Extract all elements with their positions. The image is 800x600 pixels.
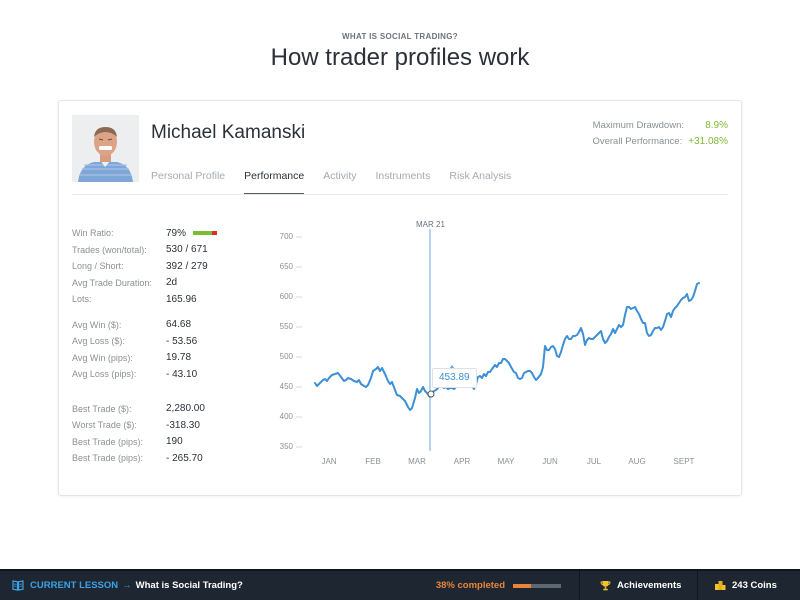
- x-tick: MAY: [497, 457, 515, 466]
- value-tooltip[interactable]: 453.89: [432, 368, 477, 388]
- stat-value: 190: [166, 436, 183, 448]
- overall-performance-value: +31.08%: [688, 136, 728, 147]
- stat-label: Long / Short:: [72, 261, 124, 272]
- stat-value: 2,280.00: [166, 403, 205, 415]
- y-tick: 500: [279, 352, 293, 361]
- lesson-bottom-bar: CURRENT LESSON → What is Social Trading?…: [0, 569, 800, 600]
- stat-row: Best Trade (pips): - 265.70: [72, 450, 272, 467]
- stat-value: 392 / 279: [166, 260, 208, 272]
- avatar: [72, 115, 139, 182]
- tab-personal-profile[interactable]: Personal Profile: [151, 170, 226, 182]
- stat-value: 530 / 671: [166, 244, 208, 256]
- coins-button[interactable]: 243 Coins: [698, 570, 800, 600]
- x-tick: JUN: [542, 457, 558, 466]
- progress-bar-fill: [513, 583, 532, 588]
- stat-value: 2d: [166, 277, 178, 289]
- stat-label: Win Ratio:: [72, 228, 114, 239]
- stat-row: Worst Trade ($): -318.30: [72, 417, 272, 434]
- max-drawdown-value: 8.9%: [705, 120, 728, 131]
- stat-row: Best Trade ($): 2,280.00: [72, 401, 272, 418]
- stat-row: Avg Loss (pips): - 43.10: [72, 366, 272, 383]
- stat-label: Worst Trade ($):: [72, 420, 137, 431]
- arrow-right-icon: →: [122, 580, 132, 591]
- x-tick: SEPT: [673, 457, 695, 466]
- stat-value: 19.78: [166, 352, 192, 364]
- stat-row: Avg Win ($): 64.68: [72, 317, 272, 334]
- achievements-button[interactable]: Achievements: [580, 570, 698, 600]
- stat-label: Best Trade ($):: [72, 403, 132, 414]
- stat-row: Avg Win (pips): 19.78: [72, 350, 272, 367]
- stat-label: Avg Win (pips):: [72, 352, 133, 363]
- stat-value: - 53.56: [166, 335, 198, 347]
- stat-label: Trades (won/total):: [72, 244, 147, 255]
- lesson-title: What is Social Trading?: [135, 580, 243, 591]
- stat-value: - 43.10: [166, 368, 198, 380]
- x-tick: MAR: [408, 457, 426, 466]
- section-eyebrow: WHAT IS SOCIAL TRADING?: [342, 32, 458, 41]
- current-lesson[interactable]: CURRENT LESSON → What is Social Trading?: [0, 580, 436, 591]
- coins-icon: [714, 580, 726, 591]
- stat-row: Trades (won/total): 530 / 671: [72, 242, 272, 259]
- marker-date-label: MAR 21: [416, 220, 445, 229]
- stat-label: Lots:: [72, 294, 92, 305]
- tab-risk-analysis[interactable]: Risk Analysis: [449, 170, 512, 182]
- y-tick: 650: [279, 262, 293, 271]
- x-tick: JUL: [586, 457, 602, 466]
- stat-value: -318.30: [166, 419, 200, 431]
- stat-row: Avg Trade Duration: 2d: [72, 275, 272, 292]
- stat-label: Avg Loss ($):: [72, 336, 125, 347]
- trader-profile-card: Michael Kamanski Maximum Drawdown: 8.9% O…: [58, 100, 742, 496]
- stat-label: Avg Loss (pips):: [72, 369, 137, 380]
- y-tick: 450: [279, 382, 293, 391]
- stat-value: 79%: [166, 227, 218, 239]
- stat-row: Avg Loss ($): - 53.56: [72, 333, 272, 350]
- x-tick: APR: [453, 457, 471, 466]
- win-ratio-value: 79%: [166, 227, 187, 239]
- overall-performance: Overall Performance: +31.08%: [592, 134, 728, 150]
- trader-name: Michael Kamanski: [151, 122, 306, 143]
- stat-row: Win Ratio: 79%: [72, 225, 272, 242]
- y-tick: 350: [279, 442, 293, 451]
- stat-label: Best Trade (pips):: [72, 436, 144, 447]
- x-tick: JAN: [321, 457, 337, 466]
- stat-label: Avg Trade Duration:: [72, 277, 152, 288]
- overall-performance-label: Overall Performance:: [592, 136, 683, 147]
- tab-activity[interactable]: Activity: [323, 170, 357, 182]
- progress-bar: [513, 583, 561, 588]
- y-tick: 550: [279, 322, 293, 331]
- performance-stats: Win Ratio: 79% Trades (won/total): 530 / …: [72, 225, 272, 467]
- stat-row: Lots: 165.96: [72, 291, 272, 308]
- book-icon: [12, 580, 24, 591]
- max-drawdown-label: Maximum Drawdown:: [592, 120, 684, 131]
- coins-label: 243 Coins: [732, 580, 777, 591]
- stat-value: 64.68: [166, 319, 192, 331]
- max-drawdown: Maximum Drawdown: 8.9%: [592, 118, 728, 134]
- tab-performance[interactable]: Performance: [244, 163, 305, 195]
- trophy-icon: [600, 580, 611, 591]
- y-tick: 600: [279, 292, 293, 301]
- profile-tabs: Personal Profile Performance Activity In…: [151, 163, 530, 195]
- win-ratio-bar: [193, 231, 218, 236]
- achievements-label: Achievements: [617, 580, 682, 591]
- page-title: How trader profiles work: [270, 44, 530, 71]
- summary-stats: Maximum Drawdown: 8.9% Overall Performanc…: [592, 118, 728, 150]
- win-ratio-loss-segment: [212, 231, 218, 236]
- stat-label: Avg Win ($):: [72, 319, 122, 330]
- y-tick: 400: [279, 412, 293, 421]
- y-tick: 700: [279, 232, 293, 241]
- tabs-divider: [72, 194, 728, 195]
- x-tick: AUG: [628, 457, 646, 466]
- x-tick: FEB: [365, 457, 381, 466]
- stat-value: - 265.70: [166, 452, 203, 464]
- stat-value: 165.96: [166, 293, 197, 305]
- stat-row: Best Trade (pips): 190: [72, 434, 272, 451]
- stat-label: Best Trade (pips):: [72, 453, 144, 464]
- tab-instruments[interactable]: Instruments: [375, 170, 431, 182]
- trader-photo-icon: [72, 115, 139, 182]
- progress-label: 38% completed: [435, 580, 505, 591]
- stat-row: Long / Short: 392 / 279: [72, 258, 272, 275]
- lesson-progress: 38% completed: [436, 570, 580, 600]
- current-lesson-label: CURRENT LESSON: [30, 580, 119, 591]
